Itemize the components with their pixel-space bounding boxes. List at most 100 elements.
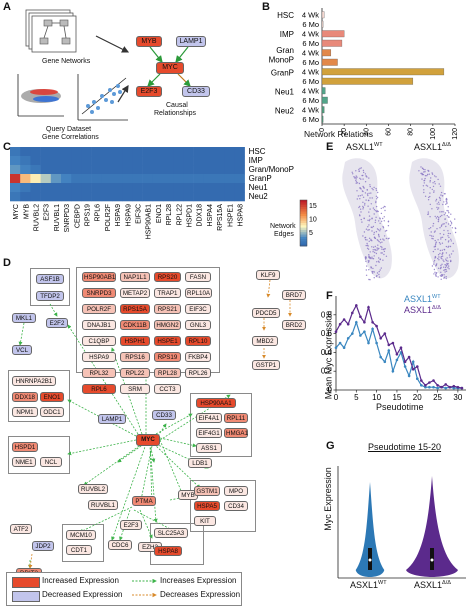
umap-point <box>448 268 450 270</box>
heat-cell-Neu1-EIF3C <box>132 183 143 193</box>
umap-point <box>362 235 364 237</box>
umap-point <box>447 230 449 232</box>
umap-point <box>370 203 372 205</box>
umap-point <box>445 277 447 280</box>
umap-silhouette <box>342 158 392 279</box>
umap-point <box>431 172 433 174</box>
line-point-0 <box>387 349 391 352</box>
umap-point <box>382 225 384 228</box>
umap-point <box>371 226 373 229</box>
umap-point <box>357 195 360 197</box>
umap-point <box>444 239 447 241</box>
panel-a-node-e2f3: E2F3 <box>136 86 162 97</box>
umap-point <box>375 205 378 208</box>
umap-point <box>365 228 368 230</box>
node-e2f2: E2F2 <box>46 318 68 328</box>
umap-point <box>433 263 435 265</box>
umap-point <box>447 267 449 269</box>
umap-point <box>436 263 438 265</box>
umap-point <box>445 245 448 248</box>
group-asf1b <box>30 268 70 306</box>
node-hsph1: HSPH1 <box>120 336 150 346</box>
umap-point <box>368 215 371 217</box>
heat-cell-GranP-HSP90AB1 <box>142 174 154 184</box>
umap-point <box>372 207 375 209</box>
umap-point <box>383 239 385 241</box>
heat-cell-Neu2-MYB <box>20 192 31 202</box>
line-point-1 <box>367 306 370 309</box>
umap-point <box>439 249 442 252</box>
umap-point <box>438 217 440 219</box>
umap-point <box>360 211 362 213</box>
umap-point <box>368 211 370 213</box>
chart-f-xtick-label: 25 <box>433 393 442 402</box>
umap-point <box>377 260 380 262</box>
heat-cell-HSC-ENO1 <box>152 147 164 157</box>
umap-point <box>450 240 452 242</box>
umap-point <box>450 238 452 240</box>
umap-point <box>422 173 425 176</box>
umap-point <box>448 216 450 218</box>
umap-point <box>433 261 435 263</box>
line-point-1 <box>391 341 395 345</box>
heat-cell-HSC-HSPD1 <box>183 147 194 157</box>
line-point-1 <box>387 343 391 347</box>
umap-point <box>442 211 444 213</box>
umap-point <box>381 252 383 254</box>
colorbar-step <box>300 243 307 247</box>
bar-series-label: 6 Mo <box>302 115 319 124</box>
node-gstm1: GSTM1 <box>194 486 220 496</box>
line-point-1 <box>424 384 427 387</box>
umap-point <box>438 203 440 205</box>
colorbar-step <box>300 232 307 235</box>
umap-point <box>355 178 357 180</box>
umap-point <box>387 225 390 227</box>
umap-point <box>368 220 371 222</box>
heat-cell-GranP-RPL22 <box>173 174 184 184</box>
bar-Neu2-0 <box>321 106 325 114</box>
heat-col-label: RUVBL2 <box>34 204 41 231</box>
panel-a-node-cd33: CD33 <box>182 86 210 97</box>
umap-wt-title: ASXL1WT <box>346 142 383 152</box>
umap-point <box>452 242 454 245</box>
umap-point <box>359 187 361 189</box>
umap-point <box>382 248 385 251</box>
line-point-0 <box>346 337 350 340</box>
umap-point <box>369 197 371 199</box>
umap-point <box>379 269 381 271</box>
heat-cell-Neu1-RPL22 <box>173 183 184 193</box>
umap-point <box>439 211 441 213</box>
umap-point <box>358 214 361 216</box>
heat-cell-Neu1-HSPD1 <box>183 183 194 193</box>
node-npm1: NPM1 <box>12 407 38 417</box>
umap-point <box>438 183 440 185</box>
group-mcm10 <box>62 524 104 562</box>
line-point-1 <box>448 385 452 389</box>
line-point-0 <box>334 346 338 350</box>
panel-a-letter: A <box>3 1 11 13</box>
heat-cell-Neu1-HSPA9 <box>112 183 123 193</box>
panel-a-flow-arrows <box>95 35 191 103</box>
heat-cell-GranP-E2F3 <box>40 174 52 184</box>
line-point-1 <box>359 315 362 319</box>
umap-point <box>445 259 448 262</box>
umap-point <box>368 269 370 271</box>
umap-point <box>364 202 366 205</box>
umap-point <box>442 259 444 261</box>
umap-point <box>434 239 436 242</box>
umap-point <box>437 254 440 256</box>
heat-cell-HSC-RPS19 <box>81 147 92 157</box>
umap-point <box>445 265 448 267</box>
heat-cell-GranP-HSPA9_2 <box>122 174 133 184</box>
node-hmgn2: HMGN2 <box>154 320 181 330</box>
umap-point <box>433 246 435 248</box>
heat-col-label: EIF3C <box>136 204 143 224</box>
bar-series-label: 4 Wk <box>302 86 319 95</box>
chart-f-ytick-label: 0.4 <box>321 348 333 357</box>
umap-point <box>369 257 371 260</box>
heat-cell-Gran/MonoP-RPL28 <box>163 165 174 175</box>
umap-point <box>439 215 442 218</box>
line-point-0 <box>367 341 370 345</box>
heat-cell-Neu1-CEBPD <box>71 183 82 193</box>
line-point-1 <box>371 321 374 324</box>
